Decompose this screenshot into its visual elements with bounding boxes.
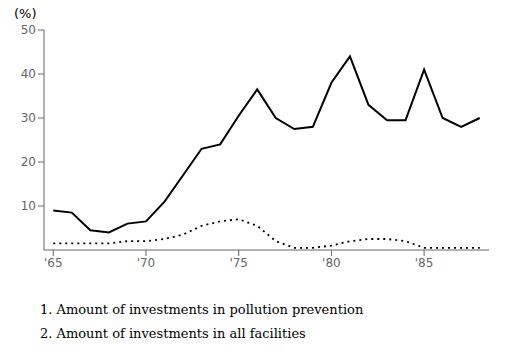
svg-text:10: 10 [21,199,36,213]
svg-text:30: 30 [21,111,36,125]
html-text:1. Amount of investments in po: 1. Amount of investments in pollution pr… [40,302,364,317]
html-text:2. Amount of investments in al: 2. Amount of investments in all faciliti… [40,326,306,341]
svg-text:'75: '75 [229,256,248,270]
svg-text:'70: '70 [137,256,156,270]
svg-text:50: 50 [21,23,36,37]
svg-text:'80: '80 [322,256,341,270]
svg-text:20: 20 [21,155,36,169]
svg-text:'85: '85 [415,256,434,270]
svg-text:'65: '65 [44,256,63,270]
svg-text:40: 40 [21,67,36,81]
